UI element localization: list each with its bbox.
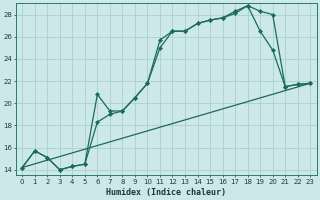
- X-axis label: Humidex (Indice chaleur): Humidex (Indice chaleur): [106, 188, 226, 197]
